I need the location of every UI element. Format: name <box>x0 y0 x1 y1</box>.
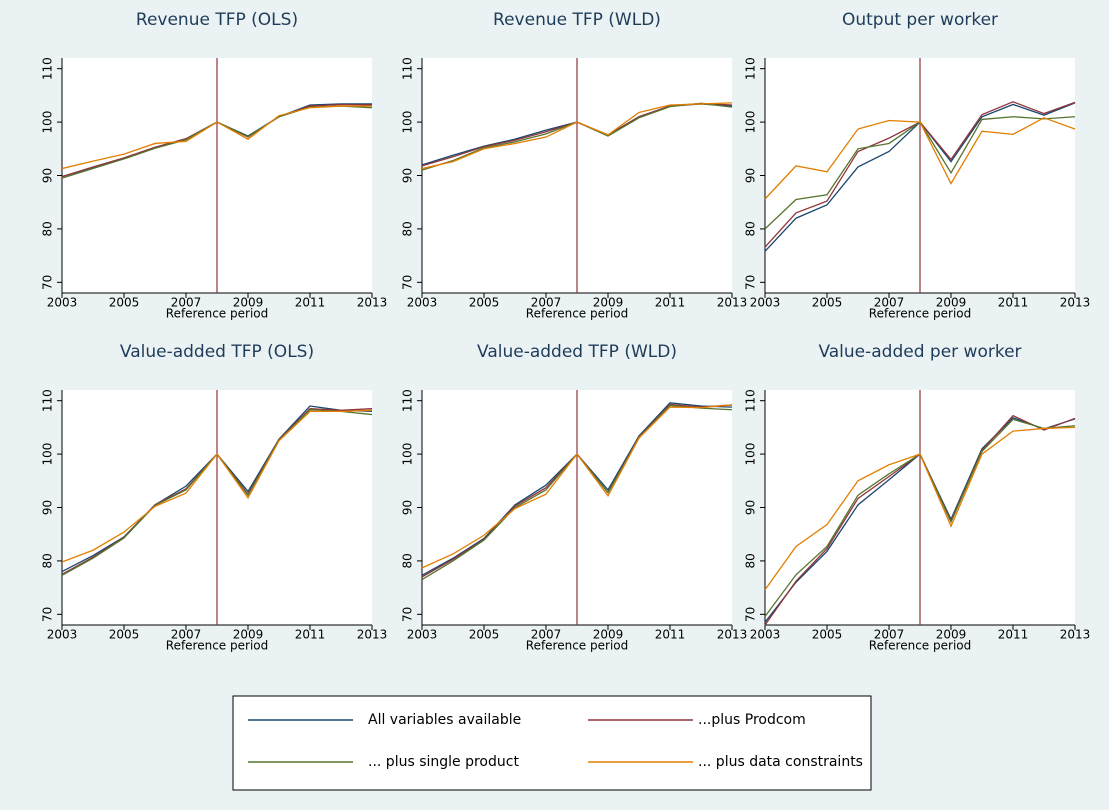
y-tick-label: 100 <box>744 443 758 466</box>
series-line <box>764 426 1076 591</box>
series-line <box>61 105 372 170</box>
x-tick-label: 2009 <box>593 296 624 310</box>
series-line <box>421 102 733 170</box>
legend-label: ... plus single product <box>368 754 519 770</box>
x-tick-label: 2013 <box>357 296 388 310</box>
x-tick-label: 2007 <box>531 296 562 310</box>
chart-title: Output per worker <box>842 10 998 30</box>
y-tick-label: 110 <box>401 389 415 412</box>
y-tick-label: 80 <box>41 553 55 568</box>
chart-title: Value-added TFP (OLS) <box>120 342 314 362</box>
x-tick-label: 2003 <box>750 628 781 642</box>
y-tick-label: 80 <box>41 221 55 236</box>
x-axis-label: Reference period <box>166 639 268 653</box>
y-tick-label: 70 <box>744 275 758 290</box>
x-tick-label: 2011 <box>655 296 686 310</box>
x-axis-label: Reference period <box>869 639 971 653</box>
y-tick-label: 80 <box>744 221 758 236</box>
y-tick-label: 70 <box>401 607 415 622</box>
chart-title: Revenue TFP (OLS) <box>136 10 298 30</box>
chart-title: Revenue TFP (WLD) <box>493 10 661 30</box>
y-tick-label: 100 <box>401 111 415 134</box>
x-tick-label: 2003 <box>47 628 78 642</box>
x-tick-label: 2007 <box>531 628 562 642</box>
y-tick-label: 70 <box>41 275 55 290</box>
y-tick-label: 100 <box>41 443 55 466</box>
y-tick-label: 90 <box>744 168 758 183</box>
x-tick-label: 2007 <box>171 296 202 310</box>
x-tick-label: 2011 <box>998 628 1029 642</box>
x-tick-label: 2003 <box>407 628 438 642</box>
x-tick-label: 2011 <box>295 296 326 310</box>
chart-title: Value-added TFP (WLD) <box>477 342 677 362</box>
x-tick-label: 2005 <box>469 628 500 642</box>
x-tick-label: 2003 <box>47 296 78 310</box>
x-tick-label: 2013 <box>717 628 748 642</box>
y-tick-label: 70 <box>41 607 55 622</box>
chart-title: Value-added per worker <box>818 342 1021 362</box>
x-tick-label: 2009 <box>936 296 967 310</box>
y-tick-label: 110 <box>41 389 55 412</box>
x-tick-label: 2013 <box>357 628 388 642</box>
x-tick-label: 2011 <box>655 628 686 642</box>
series-line <box>764 117 1076 200</box>
y-tick-label: 90 <box>744 500 758 515</box>
x-tick-label: 2011 <box>295 628 326 642</box>
y-tick-label: 90 <box>401 500 415 515</box>
x-tick-label: 2007 <box>874 628 905 642</box>
legend-label: All variables available <box>368 712 521 728</box>
x-tick-label: 2009 <box>936 628 967 642</box>
legend-box <box>232 695 872 791</box>
legend-label: ... plus data constraints <box>698 754 863 770</box>
y-tick-label: 80 <box>744 553 758 568</box>
x-tick-label: 2013 <box>1060 628 1091 642</box>
x-tick-label: 2005 <box>812 628 843 642</box>
x-tick-label: 2003 <box>750 296 781 310</box>
x-tick-label: 2013 <box>717 296 748 310</box>
x-tick-label: 2005 <box>109 296 140 310</box>
x-tick-label: 2005 <box>109 628 140 642</box>
y-tick-label: 110 <box>744 57 758 80</box>
x-axis-label: Reference period <box>526 639 628 653</box>
x-tick-label: 2005 <box>469 296 500 310</box>
x-tick-label: 2007 <box>171 628 202 642</box>
series-line <box>61 409 373 563</box>
y-tick-label: 110 <box>744 389 758 412</box>
x-tick-label: 2007 <box>874 296 905 310</box>
x-axis-label: Reference period <box>166 307 268 321</box>
x-axis-label: Reference period <box>869 307 971 321</box>
y-tick-label: 100 <box>41 111 55 134</box>
x-tick-label: 2009 <box>593 628 624 642</box>
series-line <box>421 404 733 569</box>
x-tick-label: 2003 <box>407 296 438 310</box>
x-tick-label: 2005 <box>812 296 843 310</box>
y-tick-label: 80 <box>401 221 415 236</box>
x-tick-label: 2013 <box>1060 296 1091 310</box>
y-tick-label: 110 <box>401 57 415 80</box>
y-tick-label: 90 <box>41 168 55 183</box>
legend-label: ...plus Prodcom <box>698 712 806 728</box>
y-tick-label: 70 <box>401 275 415 290</box>
y-tick-label: 100 <box>744 111 758 134</box>
x-tick-label: 2009 <box>233 296 264 310</box>
y-tick-label: 110 <box>41 57 55 80</box>
y-tick-label: 90 <box>401 168 415 183</box>
y-tick-label: 80 <box>401 553 415 568</box>
y-tick-label: 70 <box>744 607 758 622</box>
y-tick-label: 90 <box>41 500 55 515</box>
x-axis-label: Reference period <box>526 307 628 321</box>
x-tick-label: 2011 <box>998 296 1029 310</box>
x-tick-label: 2009 <box>233 628 264 642</box>
y-tick-label: 100 <box>401 443 415 466</box>
